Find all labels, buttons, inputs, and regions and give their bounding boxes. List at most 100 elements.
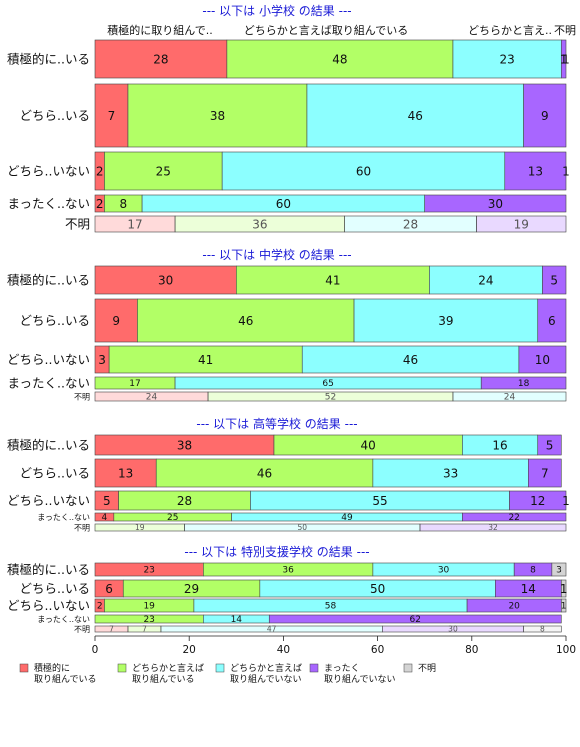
legend-swatch <box>215 663 225 673</box>
data-label: 46 <box>238 314 253 328</box>
data-label: 30 <box>158 273 173 287</box>
bar-segment <box>94 39 228 79</box>
data-label: 14 <box>521 582 536 596</box>
bar-segment <box>523 625 562 633</box>
data-label: 36 <box>252 217 267 231</box>
data-label: 25 <box>156 164 171 178</box>
bar-segment <box>221 151 506 191</box>
bar-segment <box>509 490 567 511</box>
bar-segment <box>236 265 430 295</box>
data-label: 49 <box>341 513 353 523</box>
data-label: 41 <box>325 273 340 287</box>
data-label: 30 <box>448 625 458 634</box>
row-label: まったく..ない <box>8 376 90 391</box>
legend-label: どちらかと言えば <box>230 662 302 674</box>
bar-segment <box>429 265 543 295</box>
data-label: 3 <box>556 566 562 576</box>
bar-segment <box>372 458 529 488</box>
data-label: 7 <box>541 466 549 480</box>
data-label: 20 <box>508 602 520 612</box>
legend-label: 積極的に <box>34 662 70 674</box>
data-label: 39 <box>438 314 453 328</box>
data-label: 30 <box>488 197 503 211</box>
legend-label: まったく <box>324 663 360 674</box>
legend-swatch <box>309 663 319 673</box>
data-label: 38 <box>210 109 225 123</box>
row-label: どちら..いない <box>7 493 90 508</box>
data-label: 1 <box>560 52 568 66</box>
bar-segment <box>452 391 567 402</box>
data-label: 2 <box>97 602 103 612</box>
data-label: 8 <box>540 625 545 634</box>
row-label: 不明 <box>74 524 90 533</box>
bar-segment <box>94 298 138 343</box>
x-tick-label: 80 <box>465 644 478 656</box>
panel-title: --- 以下は 小学校 の結果 --- <box>202 3 351 18</box>
bar-segment <box>551 562 567 577</box>
data-label: 29 <box>184 582 199 596</box>
row-label: どちら..いない <box>7 598 90 613</box>
row-label: 不明 <box>74 393 90 402</box>
panel-title: --- 以下は 特別支援学校 の結果 --- <box>184 544 369 559</box>
bar-segment <box>537 434 562 456</box>
bar-segment <box>94 265 237 295</box>
legend-label: 不明 <box>418 663 436 674</box>
row-label: まったく..ない <box>8 196 90 211</box>
row-label: どちら..いる <box>20 466 90 481</box>
data-label: 58 <box>325 602 337 612</box>
x-tick-label: 100 <box>556 644 576 656</box>
bar-segment <box>462 512 567 522</box>
data-label: 5 <box>546 438 554 452</box>
bar-segment <box>306 83 524 148</box>
row-label: どちら..いない <box>7 352 90 367</box>
row-label: 積極的に..いる <box>7 52 90 67</box>
bar-segment <box>537 298 567 343</box>
legend-swatch <box>403 663 413 673</box>
data-label: 28 <box>153 52 168 66</box>
x-tick-label: 60 <box>371 644 384 656</box>
data-label: 41 <box>198 353 213 367</box>
data-label: 23 <box>143 566 154 576</box>
row-label: 不明 <box>65 217 90 232</box>
data-label: 50 <box>297 523 307 532</box>
data-label: 13 <box>528 164 543 178</box>
data-label: 1 <box>562 494 570 508</box>
bar-segment <box>560 39 567 79</box>
data-label: 65 <box>322 379 333 389</box>
bar-segment <box>424 194 567 213</box>
data-label: 18 <box>518 379 530 389</box>
data-label: 7 <box>142 625 147 634</box>
data-label: 36 <box>282 566 294 576</box>
data-label: 9 <box>541 109 549 123</box>
row-label: 積極的に..いる <box>7 438 90 453</box>
legend-label: 取り組んでいる <box>34 673 97 685</box>
data-label: 52 <box>325 393 336 403</box>
data-label: 5 <box>550 273 558 287</box>
data-label: 40 <box>361 438 376 452</box>
data-label: 46 <box>257 466 272 480</box>
row-label: 積極的に..いる <box>7 562 90 577</box>
row-label: 積極的に..いる <box>7 273 90 288</box>
data-label: 1 <box>561 602 567 612</box>
data-label: 22 <box>508 513 519 523</box>
data-label: 17 <box>129 379 140 389</box>
bar-segment <box>104 151 223 191</box>
bar-segment <box>226 39 454 79</box>
legend-swatch <box>19 663 29 673</box>
legend-label: 取り組んでいる <box>132 673 195 685</box>
data-label: 47 <box>267 625 277 634</box>
data-label: 55 <box>372 494 387 508</box>
panel-title: --- 以下は 中学校 の結果 --- <box>202 247 351 262</box>
row-label: どちら..いる <box>20 313 90 328</box>
data-label: 33 <box>443 466 458 480</box>
data-label: 7 <box>109 625 114 634</box>
data-label: 24 <box>478 273 493 287</box>
bar-segment <box>353 298 539 343</box>
data-label: 3 <box>98 353 106 367</box>
data-label: 6 <box>105 582 113 596</box>
bar-segment <box>528 458 562 488</box>
row-label: どちら..いない <box>7 164 90 179</box>
bar-segment <box>419 523 567 532</box>
row-label: 不明 <box>74 625 90 634</box>
